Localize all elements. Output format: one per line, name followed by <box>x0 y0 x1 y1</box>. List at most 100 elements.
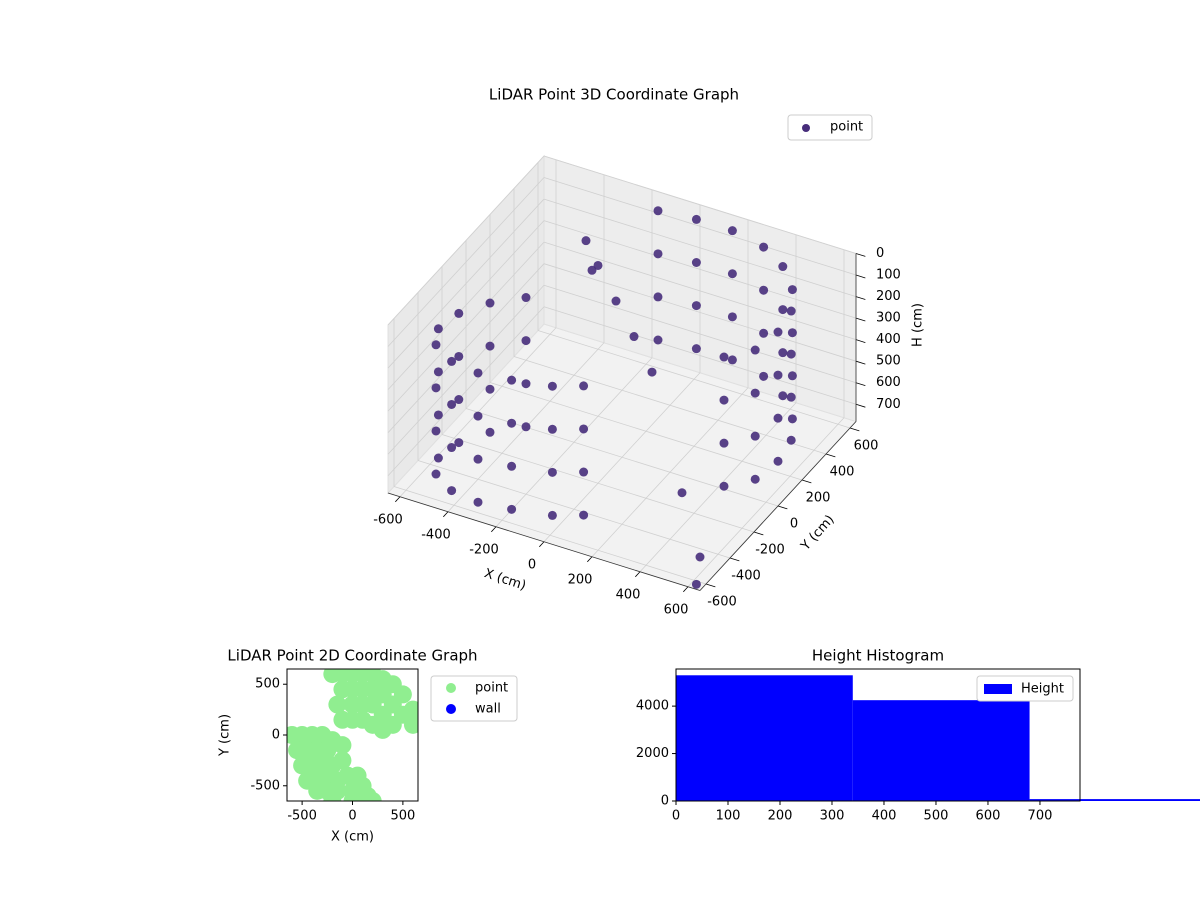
point <box>473 411 483 421</box>
point <box>787 328 797 338</box>
tick-mark <box>855 403 866 408</box>
x-tick-label: 100 <box>716 809 741 824</box>
point <box>507 418 517 428</box>
point <box>727 226 737 236</box>
point <box>759 242 769 252</box>
grid-line <box>441 434 755 533</box>
x-tick-label: -600 <box>373 512 403 527</box>
point <box>433 453 443 463</box>
point <box>611 296 621 306</box>
point <box>787 414 797 424</box>
point <box>719 481 729 491</box>
point <box>691 579 701 589</box>
z-tick-label: 200 <box>876 289 901 304</box>
point <box>579 510 589 520</box>
z-tick-label: 300 <box>876 311 901 326</box>
point <box>507 375 517 385</box>
tick-mark <box>855 382 866 387</box>
point <box>653 206 663 216</box>
point <box>507 461 517 471</box>
x-tick-label: 200 <box>768 809 793 824</box>
tick-mark <box>801 479 812 484</box>
point <box>786 349 796 359</box>
point <box>750 474 760 484</box>
bar <box>676 675 853 801</box>
grid-line <box>387 155 545 326</box>
tick-mark <box>825 453 836 458</box>
point <box>579 381 589 391</box>
chart-title: LiDAR Point 3D Coordinate Graph <box>489 86 739 104</box>
grid-line <box>543 155 857 254</box>
point <box>485 341 495 351</box>
point <box>521 422 531 432</box>
point <box>485 427 495 437</box>
grid-line <box>387 284 545 455</box>
y-tick-label: -600 <box>707 595 737 610</box>
axes-frame <box>675 668 1081 802</box>
point <box>433 367 443 377</box>
point <box>786 435 796 445</box>
point <box>333 751 352 770</box>
tick-mark <box>539 541 545 548</box>
bar <box>852 700 1030 801</box>
point <box>454 438 464 448</box>
y-tick-label: -400 <box>731 569 761 584</box>
point <box>333 736 352 755</box>
chart-title: Height Histogram <box>812 647 944 665</box>
x-tick-label: 0 <box>528 557 536 572</box>
legend-box <box>976 675 1074 702</box>
point <box>579 467 589 477</box>
point <box>433 410 443 420</box>
x-tick-label: 500 <box>924 809 949 824</box>
point <box>759 285 769 295</box>
x-tick-label: 700 <box>1028 809 1053 824</box>
x-tick-label: 0 <box>672 809 680 824</box>
tick-mark <box>753 531 764 536</box>
point <box>750 388 760 398</box>
point <box>454 308 464 318</box>
grid-line <box>543 263 857 362</box>
point <box>778 305 788 315</box>
grid-line <box>387 198 545 369</box>
bar <box>1029 799 1200 801</box>
point <box>727 269 737 279</box>
point <box>653 292 663 302</box>
point <box>473 454 483 464</box>
tick-mark <box>395 496 401 503</box>
point <box>691 214 701 224</box>
plot-area <box>287 669 418 801</box>
grid-line <box>387 177 545 347</box>
tick-mark <box>849 427 860 432</box>
tick-mark <box>729 557 740 562</box>
point <box>727 312 737 322</box>
x-tick-label: 600 <box>664 602 689 617</box>
point <box>431 469 441 479</box>
point <box>786 392 796 402</box>
legend-label: Height <box>1021 682 1064 697</box>
point <box>363 792 382 801</box>
x-tick-label: 600 <box>976 809 1001 824</box>
point <box>521 293 531 303</box>
point <box>547 381 557 391</box>
y-tick-label: 500 <box>255 677 280 692</box>
point <box>323 792 342 801</box>
point <box>473 497 483 507</box>
point <box>579 424 589 434</box>
legend-label: point <box>830 120 863 135</box>
legend-marker <box>446 683 456 693</box>
legend-label: point <box>475 681 508 696</box>
point <box>691 344 701 354</box>
x-tick-label: 500 <box>390 809 415 824</box>
legend-marker <box>446 704 456 714</box>
point <box>750 431 760 441</box>
point <box>647 367 657 377</box>
y-tick-label: 200 <box>806 491 831 506</box>
point <box>447 486 457 496</box>
x-tick-label: -400 <box>421 527 451 542</box>
tick-mark <box>855 253 866 257</box>
tick-mark <box>855 296 866 300</box>
y-tick-label: 0 <box>790 517 798 532</box>
point <box>773 327 783 337</box>
point <box>719 352 729 362</box>
grid-line <box>489 382 803 481</box>
